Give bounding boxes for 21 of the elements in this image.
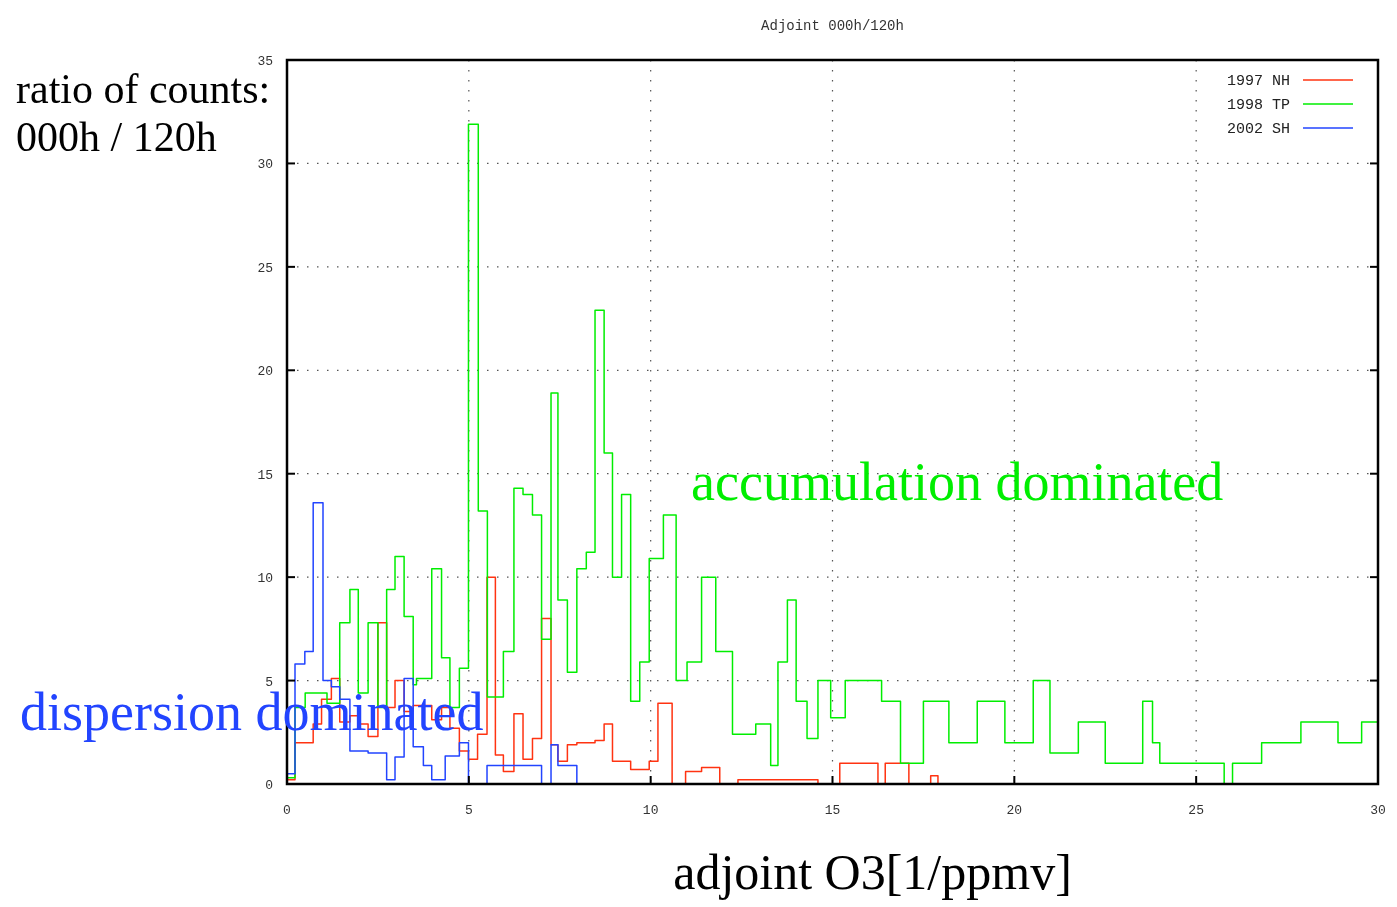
x-tick-label: 5 — [464, 803, 473, 818]
y-tick-label: 20 — [257, 364, 273, 380]
x-tick-label: 25 — [1188, 803, 1204, 818]
x-tick-label: 10 — [642, 803, 659, 818]
x-tick-label: 30 — [1370, 803, 1386, 818]
legend-label: 1997 NH — [1226, 73, 1290, 90]
legend-label: 1998 TP — [1226, 97, 1290, 114]
x-tick-label: 20 — [1006, 803, 1023, 818]
legend-label: 2002 SH — [1226, 121, 1290, 138]
y-tick-label: 25 — [257, 260, 273, 276]
y-tick-label: 35 — [257, 54, 273, 69]
chart-title: Adjoint 000h/120h — [761, 18, 904, 34]
y-axis-title: ratio of counts: 000h / 120h — [16, 66, 271, 160]
x-axis-title: adjoint O3[1/ppmv] — [673, 844, 1072, 900]
y-tick-label: 15 — [257, 467, 273, 483]
y-tick-label: 30 — [257, 157, 273, 173]
y-tick-label: 10 — [257, 571, 273, 587]
x-tick-label: 0 — [283, 803, 291, 818]
annotation: accumulation dominated — [691, 452, 1224, 512]
y-tick-label: 0 — [265, 778, 273, 793]
x-tick-label: 15 — [824, 803, 841, 818]
